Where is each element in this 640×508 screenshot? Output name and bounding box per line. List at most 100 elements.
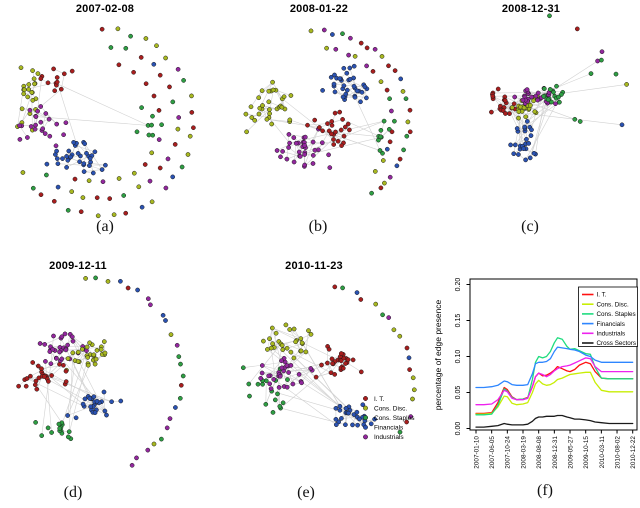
network-node bbox=[44, 161, 50, 167]
network-node bbox=[244, 129, 249, 135]
network-edge bbox=[84, 169, 103, 172]
network-node bbox=[350, 422, 355, 428]
network-node bbox=[380, 312, 385, 318]
network-node bbox=[258, 375, 264, 381]
chart-legend-box bbox=[578, 286, 638, 347]
network-node bbox=[28, 124, 34, 129]
network-node bbox=[284, 345, 290, 351]
network-node bbox=[310, 153, 316, 158]
y-tick-label: 0.15 bbox=[455, 314, 462, 328]
network-node bbox=[156, 108, 162, 113]
network-node bbox=[101, 389, 107, 395]
network-node bbox=[82, 141, 88, 147]
network-node bbox=[372, 169, 378, 174]
network-legend-dot bbox=[363, 434, 368, 440]
network-node bbox=[358, 40, 364, 46]
network-node bbox=[72, 176, 78, 182]
network-node bbox=[270, 87, 276, 93]
network-node bbox=[80, 401, 86, 407]
network-node bbox=[287, 140, 292, 146]
network-edge bbox=[266, 119, 320, 128]
network-node bbox=[268, 386, 274, 392]
network-legend-dot bbox=[363, 415, 368, 421]
network-node bbox=[40, 126, 46, 132]
panel-b-caption: (b) bbox=[308, 218, 328, 235]
network-node bbox=[599, 57, 604, 63]
network-node bbox=[154, 43, 159, 49]
network-node bbox=[30, 185, 36, 191]
network-node bbox=[175, 126, 181, 132]
network-node bbox=[522, 124, 528, 130]
panel-d: 2009-12-11 (d) bbox=[0, 254, 213, 508]
network-node bbox=[145, 447, 151, 453]
network-node bbox=[164, 425, 170, 431]
network-node bbox=[509, 105, 515, 110]
network-node bbox=[32, 126, 38, 132]
network-node bbox=[65, 413, 70, 418]
network-node bbox=[33, 114, 39, 119]
network-edge bbox=[290, 351, 307, 366]
network-node bbox=[298, 336, 304, 341]
network-node bbox=[328, 74, 334, 80]
network-node bbox=[128, 33, 133, 39]
network-node bbox=[21, 91, 27, 97]
network-node bbox=[86, 178, 92, 184]
network-node bbox=[93, 275, 98, 281]
network-node bbox=[364, 63, 369, 69]
x-tick-label: 2009-05-27 bbox=[567, 436, 574, 469]
network-node bbox=[43, 111, 49, 116]
network-node bbox=[320, 88, 325, 93]
network-node bbox=[75, 349, 81, 355]
network-node bbox=[512, 94, 518, 100]
network-legend-label: I. T. bbox=[374, 396, 385, 403]
network-node bbox=[284, 363, 290, 368]
network-edge bbox=[282, 98, 342, 146]
network-node bbox=[291, 135, 297, 140]
network-node bbox=[267, 336, 272, 342]
network-node bbox=[170, 174, 176, 180]
network-edge bbox=[29, 109, 50, 120]
network-node bbox=[343, 361, 348, 366]
network-node bbox=[516, 115, 521, 121]
network-edge bbox=[272, 327, 301, 339]
network-node bbox=[364, 95, 369, 101]
network-node bbox=[346, 52, 351, 58]
network-node bbox=[337, 76, 343, 81]
network-node bbox=[384, 146, 390, 152]
network-node bbox=[547, 13, 552, 19]
network-node bbox=[58, 86, 64, 92]
network-edge bbox=[60, 342, 90, 428]
network-edge bbox=[262, 105, 278, 110]
network-node bbox=[280, 400, 286, 406]
network-node bbox=[24, 376, 30, 381]
network-node bbox=[94, 195, 100, 201]
plot-box bbox=[469, 278, 638, 431]
network-node bbox=[503, 111, 508, 116]
network-node bbox=[288, 363, 294, 368]
network-node bbox=[397, 429, 403, 435]
network-node bbox=[134, 129, 140, 135]
edge-presence-chart: 0.00 0.05 0.10 0.15 0.20 2007-01-10 2007-06-05… bbox=[433, 278, 638, 469]
network-node bbox=[181, 78, 186, 83]
network-node bbox=[26, 82, 32, 87]
network-node bbox=[270, 79, 275, 85]
network-node bbox=[54, 156, 60, 161]
network-node bbox=[35, 363, 41, 369]
network-node bbox=[116, 62, 122, 68]
network-edge bbox=[46, 364, 60, 377]
network-node bbox=[305, 122, 310, 128]
network-node bbox=[252, 117, 258, 123]
network-node bbox=[354, 88, 360, 94]
network-node bbox=[275, 391, 280, 397]
network-node bbox=[54, 79, 60, 85]
network-edge bbox=[55, 82, 149, 126]
network-node bbox=[308, 366, 314, 371]
network-node bbox=[595, 58, 600, 64]
network-legend-dot bbox=[363, 424, 368, 430]
network-node bbox=[55, 184, 61, 190]
network-node bbox=[287, 117, 293, 123]
network-node bbox=[269, 121, 275, 127]
network-node bbox=[177, 395, 183, 401]
network-node bbox=[613, 71, 619, 77]
network-node bbox=[360, 402, 366, 408]
